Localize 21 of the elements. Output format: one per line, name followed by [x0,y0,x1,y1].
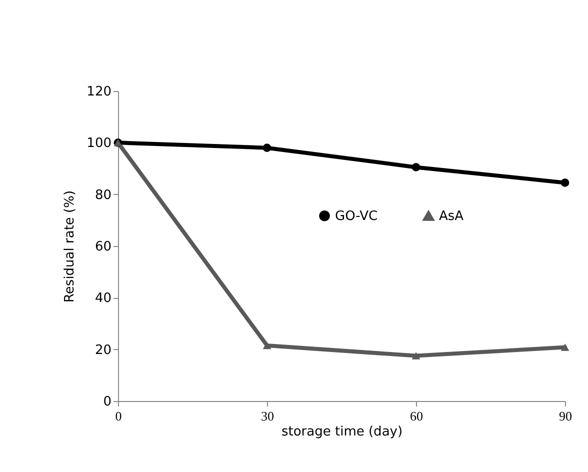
x-tick-label: 90 [559,408,572,424]
y-tick-label: 60 [94,240,112,254]
point [412,352,420,360]
y-axis-title: Residual rate (%) [62,190,78,303]
y-tick-label: 0 [103,394,112,410]
point [560,344,570,351]
point [262,342,272,350]
y-tick-label: 120 [86,84,112,100]
legend-label: AsA [439,209,464,224]
x-tick-label: 30 [261,408,274,424]
x-tick-label: 0 [115,408,122,424]
legend-label: GO-VC [335,208,378,224]
x-tick-label: 60 [410,408,423,424]
point [262,144,272,152]
y-tick-label: 40 [94,291,112,306]
y-tick-label: 100 [86,136,112,152]
x-axis-title: storage time (day) [281,424,403,440]
point [412,163,420,172]
y-tick-label: 20 [94,342,112,358]
y-tick-label: 80 [94,188,112,203]
point [560,178,570,187]
